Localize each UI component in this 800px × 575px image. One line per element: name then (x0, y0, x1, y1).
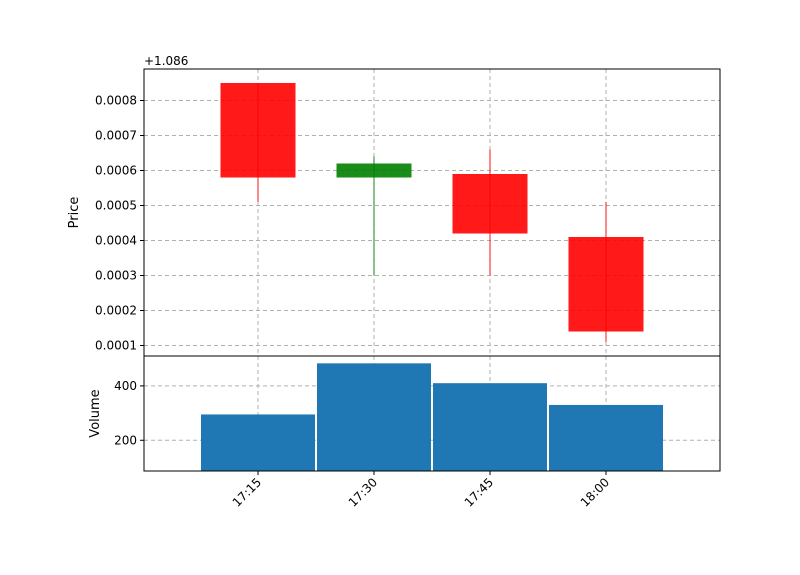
volume-y-axis-label: Volume (88, 389, 103, 437)
x-tick-label: 17:45 (462, 475, 496, 509)
price-y-tick-label: 0.0007 (95, 129, 137, 143)
price-y-tick-label: 0.0002 (95, 304, 137, 318)
volume-y-ticks: 200 400 (114, 379, 144, 447)
x-tick-label: 17:15 (230, 475, 264, 509)
x-axis-ticks: 17:15 17:30 17:45 18:00 (230, 471, 612, 510)
candle-body (568, 237, 644, 332)
price-y-tick-label: 0.0008 (95, 94, 137, 108)
price-y-tick-label: 0.0006 (95, 164, 137, 178)
candle-body (452, 174, 528, 234)
volume-panel: 200 400 Volume (88, 355, 721, 472)
volume-bar (201, 414, 315, 471)
volume-bar (549, 404, 663, 471)
price-y-tick-label: 0.0001 (95, 339, 137, 353)
price-y-tick-label: 0.0004 (95, 234, 137, 248)
price-candles (220, 83, 644, 342)
price-y-tick-label: 0.0003 (95, 269, 137, 283)
volume-y-tick-label: 200 (114, 433, 137, 447)
price-panel: 0.0001 0.0002 0.0003 0.0004 0.0005 0.0006 0.00… (67, 54, 721, 357)
price-y-ticks: 0.0001 0.0002 0.0003 0.0004 0.0005 0.0006 0.00… (95, 94, 144, 353)
price-y-axis-label: Price (67, 197, 82, 229)
price-offset-label: +1.086 (144, 54, 188, 68)
volume-axes-frame (143, 355, 721, 472)
price-y-tick-label: 0.0005 (95, 199, 137, 213)
x-tick-label: 18:00 (578, 475, 612, 509)
candle-body (220, 83, 296, 178)
candle-body (336, 163, 412, 178)
x-tick-label: 17:30 (346, 475, 380, 509)
volume-bar (433, 383, 547, 471)
volume-bar (317, 363, 431, 471)
volume-y-tick-label: 400 (114, 379, 137, 393)
volume-bars (201, 363, 663, 471)
